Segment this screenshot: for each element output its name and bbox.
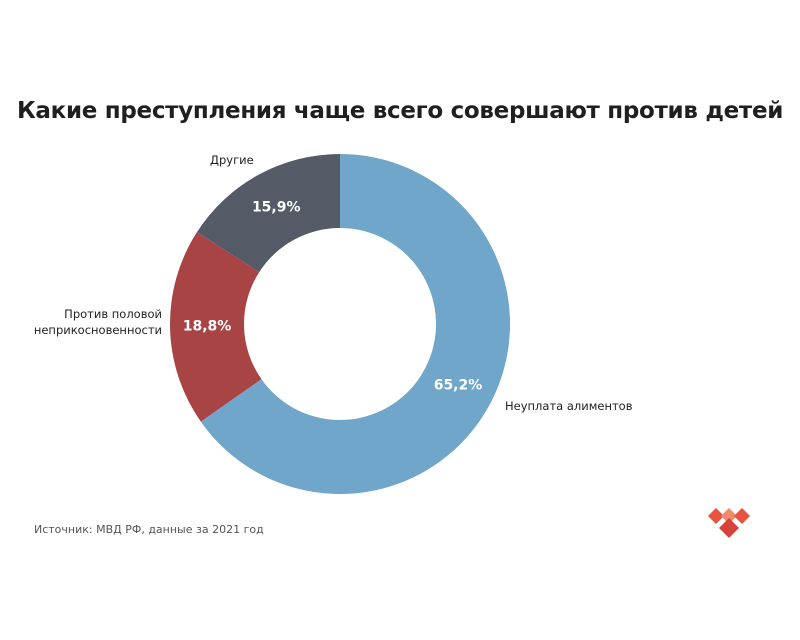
donut-slice [196, 154, 340, 273]
source-note: Источник: МВД РФ, данные за 2021 год [34, 523, 264, 536]
value-label: 65,2% [434, 377, 483, 393]
donut-slice [200, 154, 510, 494]
value-label: 18,8% [183, 319, 232, 335]
logo [708, 508, 750, 538]
category-label: Неуплата алиментов [505, 399, 633, 413]
value-label: 15,9% [252, 199, 301, 215]
category-label: Против половой неприкосновенности [33, 307, 162, 337]
donut-slice [170, 232, 262, 422]
category-label: Другие [210, 153, 254, 167]
chart-title: Какие преступления чаще всего совершают … [16, 98, 784, 124]
